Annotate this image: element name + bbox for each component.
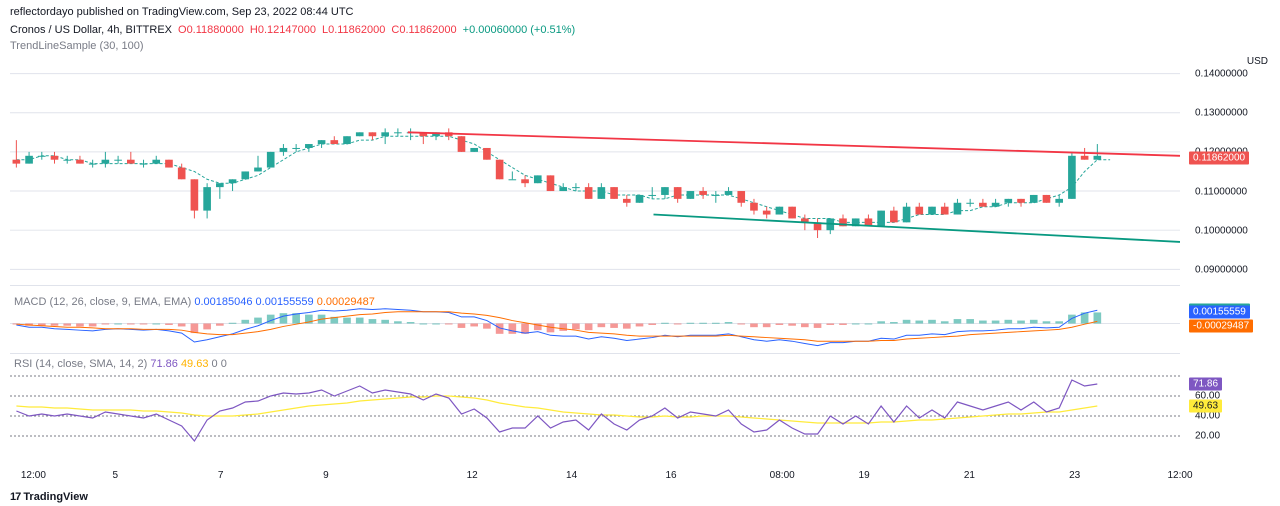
symbol-info-row: Cronos / US Dollar, 4h, BITTREX O0.11880… xyxy=(0,22,1280,38)
y-axis: 0.090000000.100000000.110000000.12000000… xyxy=(1185,54,1280,466)
rsi-pane[interactable]: RSI (14, close, SMA, 14, 2) 71.86 49.63 … xyxy=(10,356,1180,456)
publish-header: reflectordayo published on TradingView.c… xyxy=(0,0,1280,22)
x-axis: 12:0057912141608:0019212312:00 xyxy=(10,468,1180,486)
macd-pane[interactable]: MACD (12, 26, close, 9, EMA, EMA) 0.0018… xyxy=(10,294,1180,354)
site-name: TradingView.com xyxy=(142,6,226,18)
price-pane[interactable] xyxy=(10,54,1180,286)
indicator-row: TrendLineSample (30, 100) xyxy=(0,38,1280,54)
publisher-name: reflectordayo xyxy=(10,6,74,18)
publish-timestamp: Sep 23, 2022 08:44 UTC xyxy=(232,6,354,18)
tradingview-watermark: 17 TradingView xyxy=(10,491,88,503)
chart-area[interactable]: MACD (12, 26, close, 9, EMA, EMA) 0.0018… xyxy=(10,54,1180,466)
symbol-pair: Cronos / US Dollar, 4h, BITTREX xyxy=(10,24,172,36)
price-change: +0.00060000 (+0.51%) xyxy=(463,24,576,36)
